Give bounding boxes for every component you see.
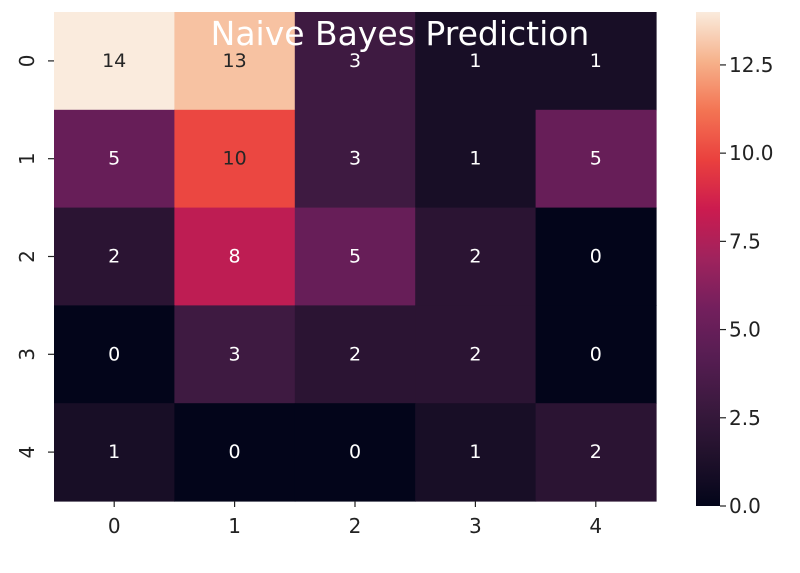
x-tick-label: 2 xyxy=(349,514,362,538)
cell-value-label: 1 xyxy=(469,50,481,72)
y-tick-label: 0 xyxy=(15,55,39,68)
heatmap-cell-r4-c2 xyxy=(294,403,416,502)
heatmap-cell-r2-c2 xyxy=(294,207,416,306)
colorbar-tick-label: 7.5 xyxy=(729,229,761,253)
y-tick-label: 4 xyxy=(15,446,39,459)
heatmap-cell-r3-c3 xyxy=(415,305,537,404)
cell-value-label: 13 xyxy=(223,50,247,72)
x-tick-label: 0 xyxy=(108,514,121,538)
cell-value-label: 2 xyxy=(349,343,361,365)
cell-value-label: 14 xyxy=(102,50,126,72)
cell-value-label: 5 xyxy=(108,148,120,170)
y-axis: 0 1 2 3 4 xyxy=(15,55,54,459)
x-tick-label: 3 xyxy=(469,514,482,538)
heatmap-cell-r0-c4 xyxy=(535,12,657,111)
heatmap-cell-r4-c4 xyxy=(535,403,657,502)
cell-value-label: 5 xyxy=(590,148,602,170)
heatmap-cell-r0-c1 xyxy=(174,12,296,111)
colorbar: 0.0 2.5 5.0 7.5 10.0 12.5 xyxy=(696,12,774,518)
cell-value-label: 0 xyxy=(349,441,361,463)
x-tick-label: 4 xyxy=(589,514,602,538)
cell-value-label: 2 xyxy=(469,246,481,268)
heatmap-cell-r1-c2 xyxy=(294,109,416,209)
colorbar-tick-label: 12.5 xyxy=(729,53,774,77)
cell-value-label: 5 xyxy=(349,246,361,268)
cell-value-label: 10 xyxy=(223,148,247,170)
cell-value-label: 1 xyxy=(469,148,481,170)
cell-value-label: 2 xyxy=(469,343,481,365)
cell-value-label: 0 xyxy=(108,343,120,365)
colorbar-gradient xyxy=(696,12,720,506)
heatmap-cell-r1-c4 xyxy=(535,109,657,209)
heatmap-cells xyxy=(54,12,657,502)
colorbar-tick-label: 5.0 xyxy=(729,318,761,342)
cell-value-label: 0 xyxy=(229,441,241,463)
cell-value-label: 3 xyxy=(229,343,241,365)
cell-value-label: 3 xyxy=(349,50,361,72)
chart-title: Naive Bayes Prediction xyxy=(211,14,590,53)
heatmap-cell-r0-c2 xyxy=(294,12,416,111)
heatmap-cell-r1-c3 xyxy=(415,109,537,209)
heatmap-cell-r4-c0 xyxy=(54,403,175,502)
heatmap-cell-labels: 14 13 3 1 15 10 3 1 52 8 5 2 00 3 2 2 01 0 0 1 2 xyxy=(102,50,602,463)
cell-value-label: 3 xyxy=(349,148,361,170)
heatmap-cell-r2-c1 xyxy=(174,207,296,306)
cell-value-label: 0 xyxy=(590,246,602,268)
heatmap-cell-r0-c0 xyxy=(54,12,175,111)
y-tick-label: 3 xyxy=(15,348,39,361)
cell-value-label: 2 xyxy=(108,246,120,268)
colorbar-tick-label: 2.5 xyxy=(729,406,761,430)
heatmap-cell-r2-c3 xyxy=(415,207,537,306)
heatmap-cell-r3-c4 xyxy=(535,305,657,404)
cell-value-label: 0 xyxy=(590,343,602,365)
heatmap-cell-r0-c3 xyxy=(415,12,537,111)
x-axis: 0 1 2 3 4 xyxy=(108,501,602,538)
cell-value-label: 1 xyxy=(469,441,481,463)
colorbar-tick-label: 10.0 xyxy=(729,141,774,165)
heatmap-cell-r1-c0 xyxy=(54,109,175,209)
y-tick-label: 1 xyxy=(15,152,39,165)
heatmap-cell-r3-c1 xyxy=(174,305,296,404)
y-tick-label: 2 xyxy=(15,250,39,263)
cell-value-label: 1 xyxy=(108,441,120,463)
heatmap-cell-r2-c0 xyxy=(54,207,175,306)
cell-value-label: 1 xyxy=(590,50,602,72)
heatmap-cell-r2-c4 xyxy=(535,207,657,306)
colorbar-tick-label: 0.0 xyxy=(729,494,761,518)
heatmap-cell-r4-c1 xyxy=(174,403,296,502)
x-tick-label: 1 xyxy=(228,514,241,538)
heatmap-cell-r3-c2 xyxy=(294,305,416,404)
cell-value-label: 8 xyxy=(229,246,241,268)
heatmap-cell-r4-c3 xyxy=(415,403,537,502)
heatmap-cell-r3-c0 xyxy=(54,305,175,404)
heatmap-cell-r1-c1 xyxy=(174,109,296,209)
cell-value-label: 2 xyxy=(590,441,602,463)
